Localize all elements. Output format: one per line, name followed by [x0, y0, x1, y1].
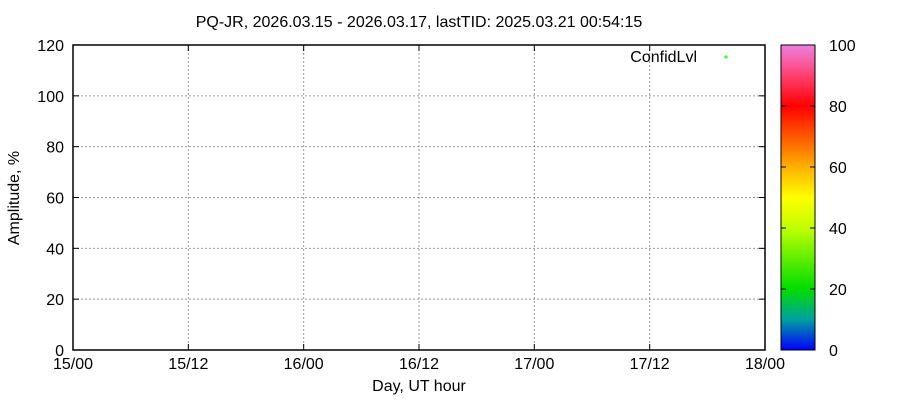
y-tick-label: 60 [46, 191, 64, 208]
legend-label: ConfidLvl [630, 49, 697, 66]
y-tick-label: 120 [37, 38, 64, 55]
x-tick-label: 18/00 [745, 356, 785, 373]
x-tick-label: 15/12 [168, 356, 208, 373]
x-tick-label: 16/12 [399, 356, 439, 373]
colorbar-tick-label: 80 [829, 99, 847, 116]
colorbar-tick-label: 20 [829, 282, 847, 299]
legend-marker [724, 55, 728, 59]
y-axis-label: Amplitude, % [6, 151, 23, 245]
colorbar-tick-label: 0 [829, 343, 838, 360]
x-axis-label: Day, UT hour [372, 378, 466, 395]
y-tick-label: 40 [46, 241, 64, 258]
chart-title: PQ-JR, 2026.03.15 - 2026.03.17, lastTID:… [196, 14, 643, 31]
x-tick-label: 17/00 [514, 356, 554, 373]
y-tick-label: 0 [55, 343, 64, 360]
x-tick-label: 16/00 [284, 356, 324, 373]
y-tick-label: 80 [46, 140, 64, 157]
colorbar-tick-label: 60 [829, 160, 847, 177]
colorbar-tick-label: 40 [829, 221, 847, 238]
x-tick-label: 15/00 [53, 356, 93, 373]
colorbar-tick-label: 100 [829, 38, 856, 55]
y-tick-label: 100 [37, 89, 64, 106]
y-tick-label: 20 [46, 292, 64, 309]
colorbar [780, 44, 816, 351]
x-tick-label: 17/12 [630, 356, 670, 373]
